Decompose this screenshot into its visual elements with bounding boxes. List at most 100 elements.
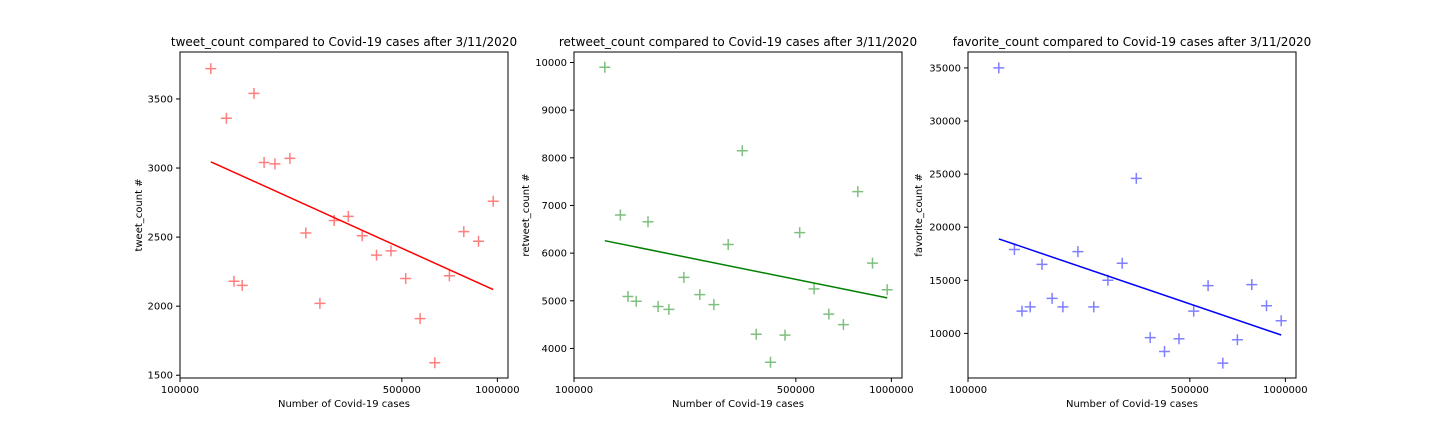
retweet-count-plot — [599, 61, 893, 368]
retweet-count-point — [642, 216, 654, 228]
favorite-count-point — [1246, 279, 1258, 291]
retweet-count-point — [736, 145, 748, 157]
tweet-count-y-axis-label: tweet_count # — [134, 178, 145, 251]
retweet-count-point — [614, 209, 626, 221]
tweet-count-point — [385, 245, 397, 257]
tweet-count-point — [371, 249, 382, 261]
favorite-count-point — [1173, 333, 1185, 345]
tweet-count-y-ticks: 1500 2000 2500 3000 3500 — [148, 94, 180, 382]
retweet-count-point — [765, 356, 776, 368]
tweet-count-title: tweet_count compared to Covid-19 cases a… — [171, 35, 517, 49]
x-tick-label: 1000000 — [869, 385, 914, 396]
favorite-count-point — [1046, 292, 1058, 304]
y-tick-label: 35000 — [929, 63, 961, 74]
retweet-count-x-ticks: 100000 500000 1000000 — [555, 378, 914, 396]
favorite-count-trend-line — [998, 238, 1282, 336]
tweet-count-trend-line — [210, 161, 494, 291]
favorite-count-point — [1088, 301, 1100, 313]
x-tick-label: 1000000 — [1263, 385, 1308, 396]
favorite-count-point — [1102, 274, 1114, 286]
favorite-count-point — [1144, 332, 1156, 344]
retweet-count-y-ticks: 4000 5000 6000 7000 8000 9000 10000 — [535, 58, 574, 355]
x-tick-label: 100000 — [555, 385, 593, 396]
tweet-count-x-axis-label: Number of Covid-19 cases — [278, 399, 410, 410]
tweet-count-plot — [205, 63, 499, 369]
y-tick-label: 15000 — [929, 276, 961, 287]
tweet-count-point — [458, 226, 470, 238]
x-tick-label: 500000 — [777, 385, 815, 396]
retweet-count-point — [630, 295, 642, 307]
retweet-count-point — [779, 329, 791, 341]
y-tick-label: 7000 — [542, 201, 567, 212]
retweet-count-point — [867, 257, 878, 269]
y-tick-label: 3500 — [148, 94, 173, 105]
retweet-count-point — [678, 271, 690, 283]
favorite-count-plot-frame — [967, 51, 1297, 379]
x-tick-label: 500000 — [383, 385, 421, 396]
favorite-count-point — [993, 62, 1005, 74]
y-tick-label: 1500 — [148, 371, 173, 382]
tweet-count-point — [429, 357, 441, 369]
retweet-count-point — [794, 227, 806, 239]
favorite-count-point — [1261, 300, 1272, 312]
favorite-count-point — [1159, 346, 1170, 357]
y-tick-label: 5000 — [542, 296, 567, 307]
favorite-count-x-axis-label: Number of Covid-19 cases — [1066, 399, 1198, 410]
favorite-count-point — [1036, 258, 1048, 270]
tweet-count-point — [473, 235, 484, 247]
favorite-count-point — [1072, 246, 1084, 258]
tweet-count-point — [248, 87, 260, 99]
retweet-count-point — [708, 299, 720, 311]
favorite-count-point — [1130, 172, 1142, 184]
favorite-count-point — [1275, 315, 1287, 327]
y-tick-label: 10000 — [535, 58, 567, 69]
retweet-count-point — [694, 289, 706, 301]
retweet-count-point — [663, 303, 675, 315]
favorite-count-point — [1057, 301, 1069, 313]
tweet-count-point — [220, 112, 232, 124]
favorite-count-point — [1024, 301, 1036, 313]
tweet-count-panel: tweet_count compared to Covid-19 cases a… — [134, 35, 520, 410]
favorite-count-y-ticks: 10000 15000 20000 25000 30000 35000 — [929, 63, 968, 340]
x-tick-label: 1000000 — [475, 385, 520, 396]
retweet-count-point — [823, 308, 835, 320]
retweet-count-point — [837, 319, 849, 331]
tweet-count-point — [258, 157, 270, 168]
x-tick-label: 100000 — [161, 385, 199, 396]
favorite-count-point — [1231, 334, 1243, 346]
tweet-count-point — [443, 270, 455, 282]
favorite-count-panel: favorite_count compared to Covid-19 case… — [914, 35, 1311, 410]
tweet-count-point — [269, 158, 281, 170]
retweet-count-point — [808, 283, 820, 295]
y-tick-label: 20000 — [929, 223, 961, 234]
retweet-count-y-axis-label: retweet_count # — [521, 173, 532, 256]
retweet-count-plot-frame — [573, 51, 903, 379]
tweet-count-point — [414, 313, 426, 325]
y-tick-label: 10000 — [929, 329, 961, 340]
tweet-count-point — [342, 210, 354, 222]
y-tick-label: 30000 — [929, 117, 961, 128]
favorite-count-y-axis-label: favorite_count # — [914, 173, 925, 256]
favorite-count-point — [1016, 305, 1028, 317]
tweet-count-point — [300, 227, 312, 239]
tweet-count-x-ticks: 100000 500000 1000000 — [161, 378, 520, 396]
favorite-count-x-ticks: 100000 500000 1000000 — [949, 378, 1308, 396]
y-tick-label: 9000 — [542, 106, 567, 117]
tweet-count-point — [328, 215, 340, 226]
favorite-count-point — [1008, 244, 1020, 255]
retweet-count-panel: retweet_count compared to Covid-19 cases… — [521, 35, 917, 410]
tweet-count-point — [487, 195, 499, 207]
retweet-count-point — [750, 328, 762, 340]
y-tick-label: 8000 — [542, 153, 567, 164]
tweet-count-plot-frame — [179, 51, 509, 379]
favorite-count-point — [1188, 305, 1200, 317]
retweet-count-point — [652, 301, 664, 312]
favorite-count-point — [1217, 357, 1229, 369]
retweet-count-x-axis-label: Number of Covid-19 cases — [672, 399, 804, 410]
tweet-count-point — [236, 279, 248, 291]
tweet-count-point — [314, 297, 326, 309]
retweet-count-point — [722, 239, 734, 250]
tweet-count-point — [400, 273, 412, 284]
y-tick-label: 4000 — [542, 344, 567, 355]
retweet-count-point — [622, 291, 634, 302]
